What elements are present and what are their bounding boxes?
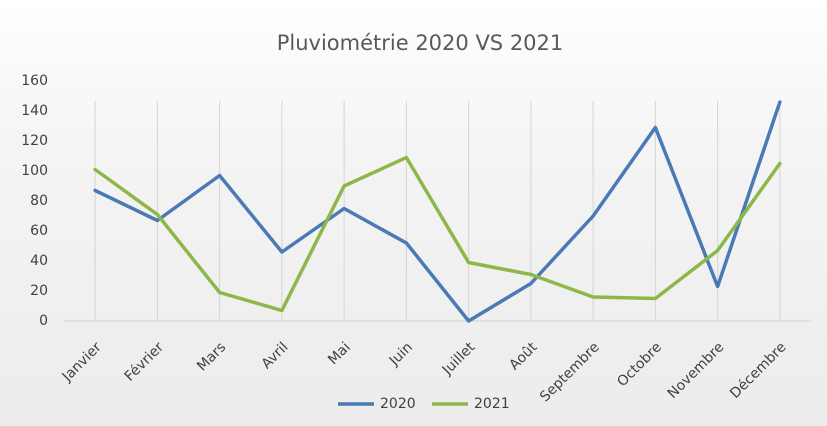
chart-title: Pluviométrie 2020 VS 2021 (277, 31, 564, 55)
y-tick-label: 160 (21, 73, 48, 89)
line-series (93, 100, 782, 323)
y-tick-label: 40 (30, 253, 48, 269)
legend-label: 2021 (474, 396, 510, 412)
y-tick-label: 140 (21, 103, 48, 119)
y-tick-label: 0 (39, 313, 48, 329)
y-tick-label: 80 (30, 193, 48, 209)
y-tick-label: 60 (30, 223, 48, 239)
y-tick-label: 20 (30, 283, 48, 299)
line-series (93, 155, 782, 313)
legend-label: 2020 (380, 396, 416, 412)
y-tick-label: 120 (21, 133, 48, 149)
y-tick-label: 100 (21, 163, 48, 179)
